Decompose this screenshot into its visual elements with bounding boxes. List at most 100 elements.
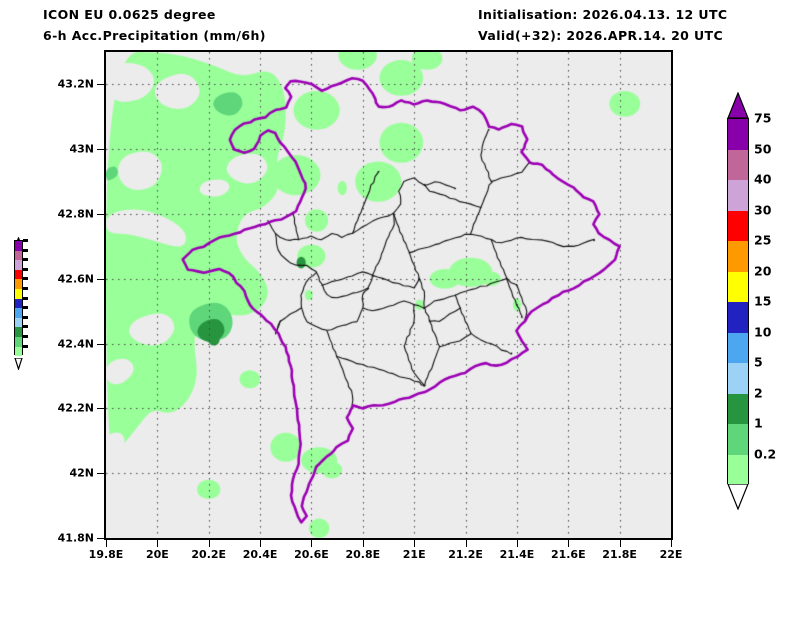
- colorbar-band: [728, 149, 748, 180]
- colorbar-top-arrow: [14, 231, 23, 247]
- colorbar-tick-mark: [23, 306, 28, 310]
- x-axis-tick: [311, 540, 313, 547]
- map-plot-area: [104, 50, 673, 540]
- x-axis-tick: [465, 540, 467, 547]
- colorbar-tick-label: 75: [754, 110, 772, 126]
- colorbar-bottom-arrow: [727, 483, 749, 511]
- y-axis-label: 42.6N: [57, 272, 94, 286]
- colorbar-band: [728, 241, 748, 272]
- colorbar-band: [728, 180, 748, 211]
- x-axis-label: 22E: [659, 548, 683, 561]
- y-axis-tick: [97, 343, 104, 345]
- colorbar-tick-label: 2: [754, 385, 763, 400]
- colorbar-band: [15, 317, 22, 328]
- colorbar-band: [15, 327, 22, 337]
- x-axis-label: 21.6E: [550, 548, 586, 561]
- x-axis-label: 20.4E: [242, 548, 278, 561]
- x-axis-label: 21E: [402, 548, 426, 561]
- y-axis-tick: [97, 214, 104, 215]
- x-axis-label: 20.2E: [191, 548, 227, 561]
- colorbar-band: [15, 260, 22, 270]
- y-axis-tick: [97, 473, 104, 475]
- x-axis-tick: [106, 540, 107, 547]
- colorbar-band: [728, 210, 748, 241]
- colorbar-tick-label: 1: [754, 415, 763, 431]
- colorbar-band: [15, 337, 22, 347]
- colorbar-tick-mark: [23, 287, 28, 290]
- colorbar-band: [15, 346, 22, 357]
- y-axis-tick: [97, 538, 104, 539]
- x-axis-tick: [516, 540, 518, 547]
- colorbar-band: [728, 302, 748, 333]
- valid-time: Valid(+32): 2026.APR.14. 20 UTC: [478, 28, 724, 43]
- colorbar-tick-label: 50: [754, 141, 772, 156]
- x-axis-label: 20.6E: [294, 548, 329, 561]
- x-axis-label: 21.8E: [602, 548, 637, 561]
- colorbar-band: [15, 289, 22, 299]
- precipitation-map-canvas: [106, 52, 671, 538]
- y-axis-label: 42.8N: [57, 207, 94, 221]
- colorbar-tick-mark: [23, 296, 28, 300]
- x-axis-label: 21.2E: [448, 548, 483, 561]
- colorbar-tick-label: 15: [754, 293, 772, 309]
- colorbar-tick-mark: [23, 248, 28, 252]
- x-axis-label: 19.8E: [88, 548, 124, 561]
- colorbar-band: [15, 298, 22, 309]
- colorbar-top-arrow: [727, 91, 749, 119]
- colorbar-band: [728, 393, 748, 424]
- colorbar-tick-mark: [23, 315, 28, 319]
- y-axis-tick: [97, 278, 104, 280]
- x-axis-tick: [208, 540, 210, 547]
- colorbar-band: [15, 279, 22, 289]
- x-axis-label: 20E: [145, 548, 169, 561]
- x-axis-tick: [260, 540, 262, 547]
- colorbar-tick-label: 40: [754, 171, 772, 187]
- colorbar-band: [728, 119, 748, 150]
- colorbar-band: [728, 332, 748, 363]
- y-axis-tick: [97, 84, 104, 86]
- x-axis-label: 21.4E: [499, 548, 535, 561]
- y-axis-label: 42.2N: [57, 401, 94, 415]
- y-axis-label: 42N: [69, 466, 94, 480]
- colorbar-tick-label: 20: [754, 263, 772, 278]
- x-axis-tick: [568, 540, 570, 547]
- colorbar-tick-label: 10: [754, 324, 772, 339]
- x-axis-tick: [619, 540, 621, 547]
- colorbar-main: 75 50 40 30 25 20 15 10 5 2 1 0.2: [727, 91, 800, 511]
- colorbar-tick-mark: [23, 239, 28, 242]
- colorbar-thumbnail: [14, 231, 83, 372]
- colorbar-tick-label: 5: [754, 354, 763, 370]
- y-axis-label: 41.8N: [57, 531, 94, 545]
- colorbar-bottom-arrow: [14, 355, 23, 372]
- colorbar-band: [15, 241, 22, 251]
- y-axis-label: 43.2N: [57, 77, 94, 91]
- colorbar-tick-mark: [23, 258, 28, 262]
- colorbar-body: [727, 118, 749, 485]
- colorbar-tick-label: 30: [754, 202, 772, 217]
- model-title: ICON EU 0.0625 degree: [43, 7, 216, 22]
- x-axis-tick: [157, 540, 159, 547]
- colorbar-tick-mark: [23, 325, 28, 329]
- x-axis-tick: [414, 540, 416, 547]
- field-title: 6-h Acc.Precipitation (mm/6h): [43, 28, 266, 43]
- colorbar-tick-label: 0.2: [754, 446, 777, 461]
- y-axis-tick: [97, 408, 104, 410]
- colorbar-band: [728, 424, 748, 455]
- colorbar-band: [15, 250, 22, 261]
- colorbar-tick-mark: [23, 335, 28, 338]
- colorbar-band: [728, 271, 748, 302]
- x-axis-label: 20.8E: [345, 548, 381, 561]
- colorbar-band: [728, 363, 748, 394]
- colorbar-tick-label: 25: [754, 232, 772, 248]
- x-axis-tick: [362, 540, 364, 547]
- y-axis-label: 42.4N: [57, 337, 94, 351]
- colorbar-tick-mark: [23, 277, 28, 281]
- initialisation-time: Initialisation: 2026.04.13. 12 UTC: [478, 7, 728, 22]
- colorbar-tick-mark: [23, 344, 28, 348]
- colorbar-body: [14, 240, 23, 357]
- y-axis-label: 43N: [69, 142, 94, 156]
- colorbar-band: [15, 269, 22, 280]
- colorbar-tick-mark: [23, 267, 28, 271]
- colorbar-band: [728, 454, 748, 485]
